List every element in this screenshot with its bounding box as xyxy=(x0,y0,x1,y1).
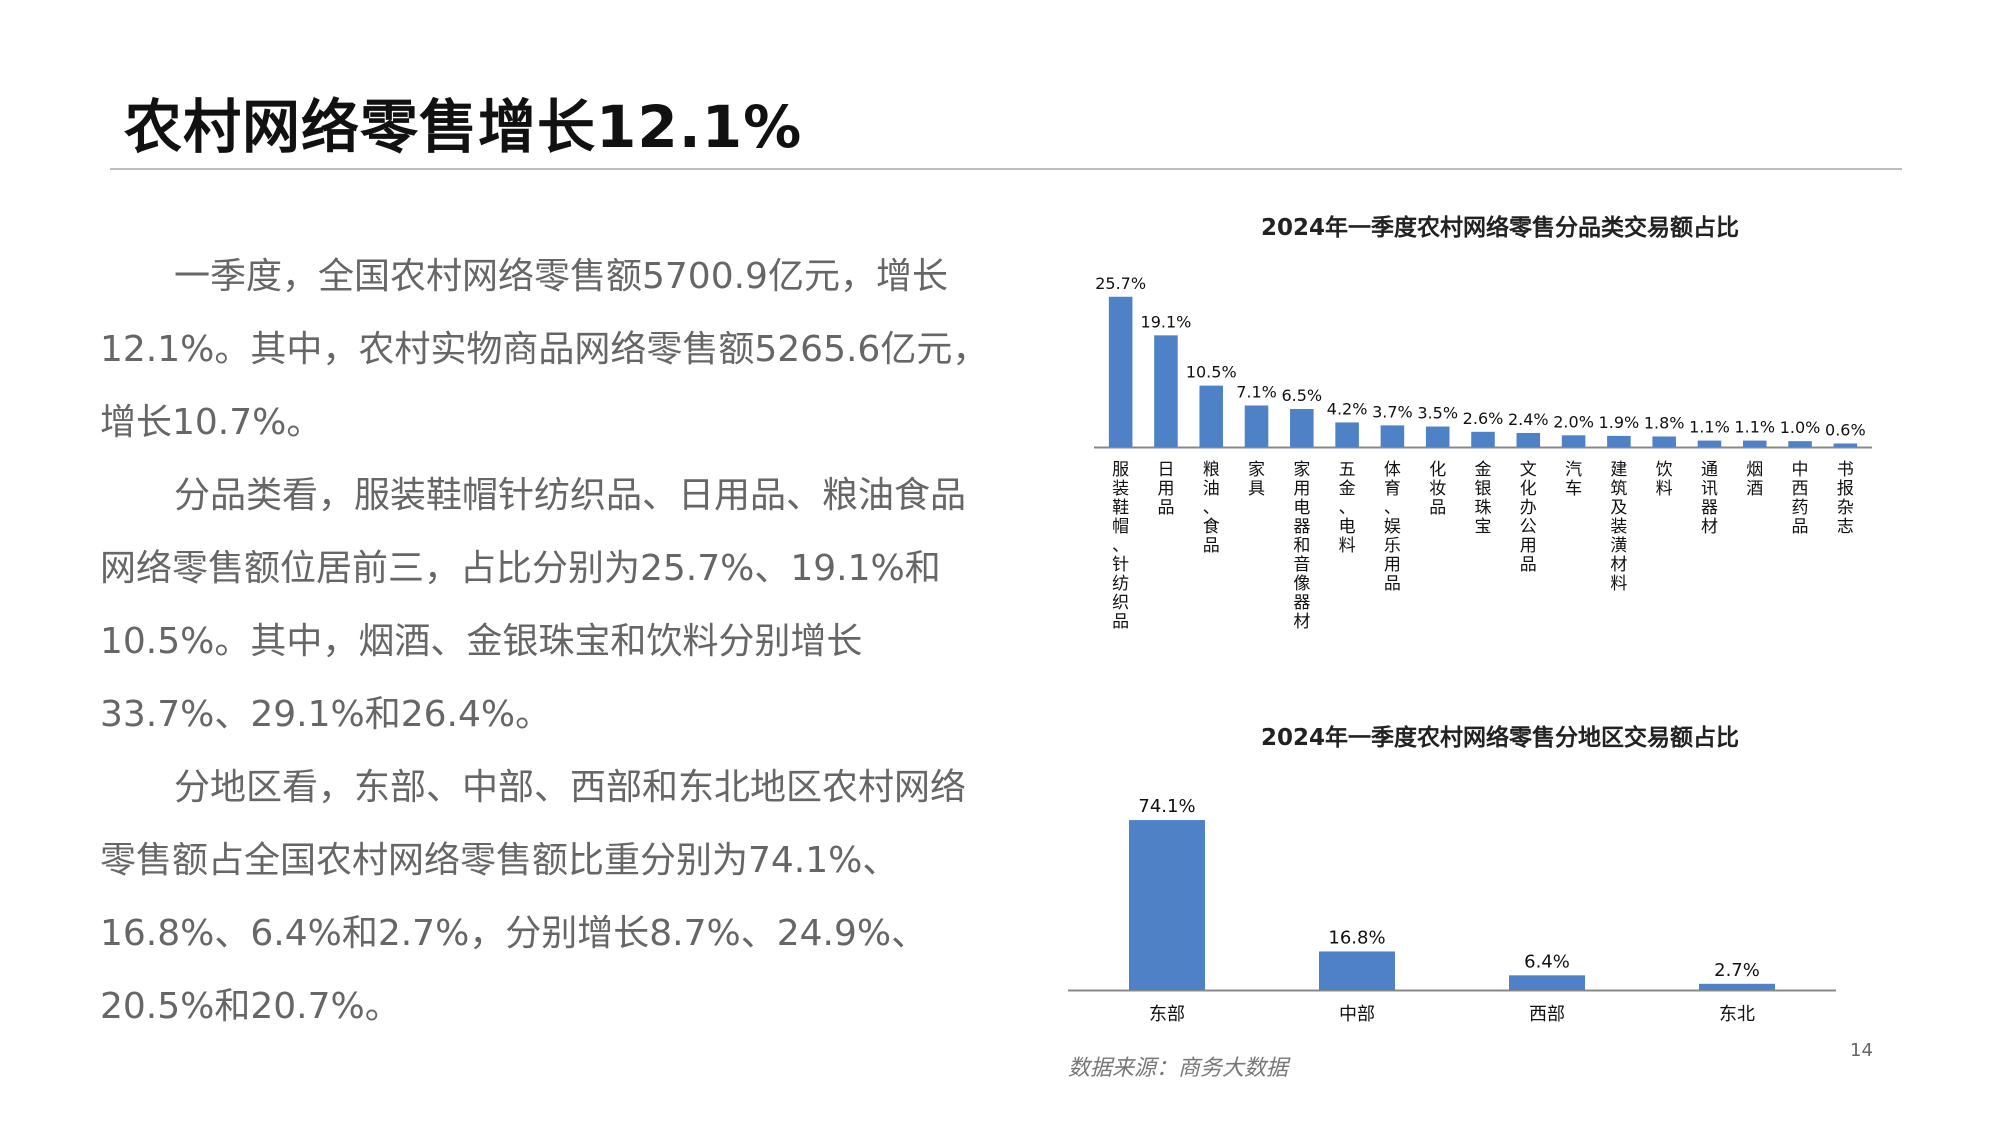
bar xyxy=(1199,385,1224,447)
data-label: 7.1% xyxy=(1236,382,1277,401)
bar xyxy=(1380,425,1405,447)
category-label: 饮料 xyxy=(1656,460,1673,499)
category-share-chart: 2024年一季度农村网络零售分品类交易额占比 25.7% 服装鞋帽、针纺织品 19.1… xyxy=(1060,205,1900,645)
data-label: 19.1% xyxy=(1141,312,1192,331)
category-label: 体育、娱乐用品 xyxy=(1384,460,1401,594)
category-label: 建筑及装潢材料 xyxy=(1610,460,1627,594)
data-label: 4.2% xyxy=(1327,399,1368,418)
bar xyxy=(1471,431,1495,447)
data-label: 2.0% xyxy=(1553,412,1594,431)
data-label: 74.1% xyxy=(1138,796,1195,817)
bar xyxy=(1129,820,1205,990)
data-label: 3.7% xyxy=(1372,402,1413,421)
category-label: 烟酒 xyxy=(1746,460,1763,499)
bar xyxy=(1742,440,1767,447)
bar xyxy=(1509,975,1585,990)
data-label: 6.5% xyxy=(1281,386,1322,405)
category-label: 金银珠宝 xyxy=(1475,460,1492,537)
chart-title: 2024年一季度农村网络零售分地区交易额占比 xyxy=(1261,724,1739,751)
bar xyxy=(1652,436,1676,447)
chart-title: 2024年一季度农村网络零售分品类交易额占比 xyxy=(1261,214,1739,241)
category-label: 书报杂志 xyxy=(1837,460,1854,537)
category-label: 化妆品 xyxy=(1429,460,1446,518)
body-text: 一季度，全国农村网络零售额5700.9亿元，增长12.1%。其中，农村实物商品网… xyxy=(100,240,990,1043)
region-share-chart: 2024年一季度农村网络零售分地区交易额占比 74.1% 东部 16.8% 中部 6.4%… xyxy=(1060,715,1900,1035)
data-label: 2.4% xyxy=(1508,410,1549,429)
bar xyxy=(1699,983,1775,990)
category-label: 家具 xyxy=(1248,460,1265,499)
data-label: 10.5% xyxy=(1186,363,1237,382)
bar xyxy=(1516,432,1541,447)
bar xyxy=(1425,426,1450,447)
data-label: 1.8% xyxy=(1644,413,1685,432)
category-share-chart-svg: 2024年一季度农村网络零售分品类交易额占比 25.7% 服装鞋帽、针纺织品 19.1… xyxy=(1094,214,1872,632)
category-label: 服装鞋帽、针纺织品 xyxy=(1112,460,1129,632)
category-label: 五金、电料 xyxy=(1339,460,1356,556)
category-label: 中西药品 xyxy=(1792,460,1809,537)
category-label: 日用品 xyxy=(1157,460,1174,518)
bar xyxy=(1335,422,1359,447)
data-label: 1.1% xyxy=(1689,418,1730,437)
data-label: 25.7% xyxy=(1095,274,1146,293)
bar xyxy=(1244,405,1269,447)
bar xyxy=(1108,296,1133,447)
data-label: 1.9% xyxy=(1599,413,1640,432)
data-label: 2.7% xyxy=(1714,960,1760,981)
data-label: 1.0% xyxy=(1780,418,1821,437)
bar xyxy=(1607,435,1631,447)
data-label: 3.5% xyxy=(1417,404,1458,423)
category-label: 东北 xyxy=(1719,1004,1755,1025)
category-label: 通讯器材 xyxy=(1701,460,1718,537)
data-source: 数据来源：商务大数据 xyxy=(1068,1056,1289,1081)
page-number: 14 xyxy=(1850,1040,1873,1061)
bar xyxy=(1154,335,1178,447)
title-divider xyxy=(110,168,1902,170)
paragraph-overview: 一季度，全国农村网络零售额5700.9亿元，增长12.1%。其中，农村实物商品网… xyxy=(100,256,989,443)
category-label: 中部 xyxy=(1339,1004,1375,1025)
data-label: 2.6% xyxy=(1463,409,1504,428)
category-label: 粮油、食品 xyxy=(1203,460,1220,556)
paragraph-region: 分地区看，东部、中部、西部和东北地区农村网络零售额占全国农村网络零售额比重分别为… xyxy=(100,767,967,1027)
category-label: 家用电器和音像器材 xyxy=(1293,460,1310,632)
region-share-chart-svg: 2024年一季度农村网络零售分地区交易额占比 74.1% 东部 16.8% 中部 6.4%… xyxy=(1068,724,1836,1025)
bar xyxy=(1697,440,1722,447)
category-label: 汽车 xyxy=(1565,460,1582,499)
bar xyxy=(1290,409,1314,447)
bar xyxy=(1561,435,1586,447)
slide-title: 农村网络零售增长12.1% xyxy=(124,93,803,161)
data-label: 1.1% xyxy=(1734,418,1775,437)
data-label: 6.4% xyxy=(1524,951,1570,972)
category-label: 东部 xyxy=(1149,1004,1185,1025)
data-label: 0.6% xyxy=(1825,420,1866,439)
paragraph-category: 分品类看，服装鞋帽针纺织品、日用品、粮油食品网络零售额位居前三，占比分别为25.… xyxy=(100,475,967,735)
bar xyxy=(1833,443,1858,447)
category-label: 西部 xyxy=(1529,1004,1565,1025)
bar xyxy=(1788,441,1812,447)
data-label: 16.8% xyxy=(1328,927,1385,948)
bar xyxy=(1319,951,1395,990)
category-label: 文化办公用品 xyxy=(1520,460,1537,575)
